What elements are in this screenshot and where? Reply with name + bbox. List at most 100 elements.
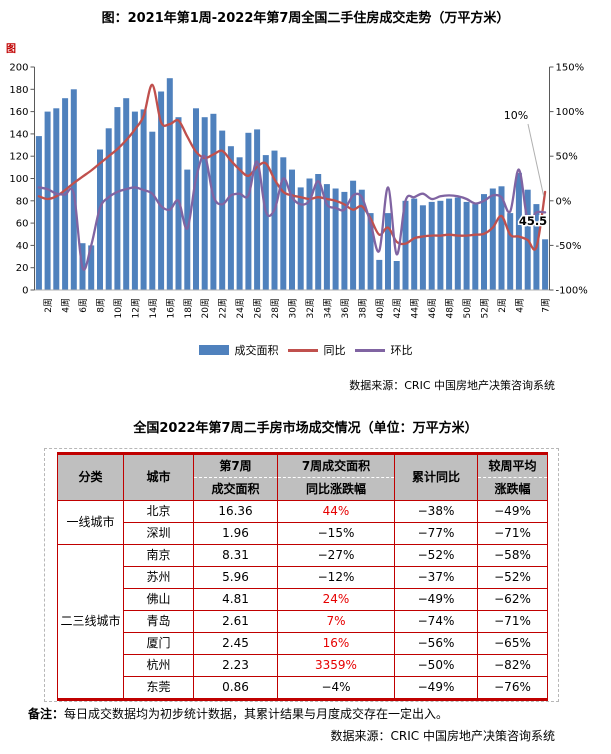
yoy-cell: −4% [277, 676, 395, 700]
svg-text:48周: 48周 [445, 298, 456, 318]
svg-text:20周: 20周 [200, 298, 211, 318]
svg-text:7周: 7周 [541, 298, 552, 313]
table-row: 一线城市 北京 16.36 44% −38% −49% [57, 500, 548, 545]
table-row: 厦门 2.45 16% −56% −65% [58, 632, 548, 655]
wow-avg-cell: −62% [477, 588, 548, 611]
city-cell: 东莞 [123, 676, 194, 700]
wow-avg-cell: −71% [477, 610, 548, 633]
table-title: 全国2022年第7周二手房市场成交情况（单位：万平方米） [133, 421, 478, 436]
svg-text:80: 80 [16, 196, 29, 207]
wow-avg-cell: −82% [477, 654, 548, 677]
yoy-cell: 3359% [277, 654, 395, 677]
svg-text:38周: 38周 [357, 298, 368, 318]
wow-line-swatch [354, 348, 385, 352]
cumulative-cell: −49% [394, 676, 478, 700]
svg-text:-50%: -50% [556, 241, 582, 252]
svg-text:44周: 44周 [410, 298, 421, 318]
col-header-week-area: 第7周 成交面积 [193, 453, 278, 501]
city-cell: 深圳 [123, 522, 194, 545]
svg-text:140: 140 [9, 129, 28, 140]
axes: 0 20 40 60 80 100 120 140 160 180 200 -100% -50% 0% 50… [9, 63, 587, 297]
chart-legend: 成交面积 同比 环比 [0, 342, 611, 358]
table-body: 一线城市 北京 16.36 44% −38% −49% 深圳 1.96 −15% −77% −71%… [57, 500, 548, 700]
svg-text:120: 120 [9, 152, 28, 163]
city-cell: 北京 [123, 500, 194, 523]
svg-text:30周: 30周 [288, 298, 299, 318]
yoy-line-swatch [287, 348, 318, 352]
area-cell: 2.61 [193, 610, 278, 633]
annotation-last-bar: 45.5 [519, 214, 547, 228]
svg-text:16周: 16周 [165, 298, 176, 318]
cumulative-cell: −49% [394, 588, 478, 611]
col-header-city: 城市 [123, 453, 194, 501]
yoy-cell: −27% [277, 544, 395, 567]
svg-text:0: 0 [22, 286, 28, 297]
wow-avg-cell: −58% [477, 544, 548, 567]
category-cell: 二三线城市 [57, 544, 124, 700]
wow-avg-cell: −52% [477, 566, 548, 589]
wow-avg-cell: −65% [477, 632, 548, 655]
area-cell: 2.23 [193, 654, 278, 677]
city-cell: 杭州 [123, 654, 194, 677]
annotations: 10% 45.5 [504, 109, 549, 230]
area-cell: 5.96 [193, 566, 278, 589]
yoy-cell: 24% [277, 588, 395, 611]
table-row: 青岛 2.61 7% −74% −71% [58, 610, 548, 633]
svg-text:42周: 42周 [392, 298, 403, 318]
table-source-note: 数据来源：CRIC 中国房地产决策咨询系统 [330, 729, 555, 743]
chart-source-note: 数据来源：CRIC 中国房地产决策咨询系统 [349, 379, 555, 392]
svg-text:52周: 52周 [480, 298, 491, 318]
city-cell: 苏州 [123, 566, 194, 589]
col-header-wow-avg: 较周平均 涨跌幅 [477, 453, 548, 501]
svg-text:22周: 22周 [218, 298, 229, 318]
svg-text:18周: 18周 [183, 298, 194, 318]
market-table: 分类 城市 第7周 成交面积 7周成交面积 同比涨跌幅 累计同比 较周平均 涨跌… [57, 452, 548, 701]
table-header: 分类 城市 第7周 成交面积 7周成交面积 同比涨跌幅 累计同比 较周平均 涨跌… [57, 453, 548, 501]
footer-note-text: 每日成交数据均为初步统计数据，其累计结果与月度成交存在一定出入。 [64, 707, 449, 721]
table-row: 杭州 2.23 3359% −50% −82% [58, 654, 548, 677]
annotation-yoy-last: 10% [504, 109, 528, 122]
svg-text:26周: 26周 [253, 298, 264, 318]
wow-avg-cell: −49% [477, 500, 548, 523]
footer-note-label: 备注： [28, 707, 65, 721]
svg-text:32周: 32周 [305, 298, 316, 318]
table-dashed-frame [44, 448, 559, 702]
svg-text:150%: 150% [556, 63, 585, 74]
svg-text:40: 40 [16, 241, 29, 252]
svg-text:34周: 34周 [322, 298, 333, 318]
svg-text:24周: 24周 [235, 298, 246, 318]
svg-text:36周: 36周 [340, 298, 351, 318]
cumulative-cell: −52% [394, 544, 478, 567]
wow-line [37, 154, 547, 271]
category-cell: 一线城市 [57, 500, 124, 545]
table-row: 苏州 5.96 −12% −37% −52% [58, 566, 548, 589]
legend-item-wow: 环比 [354, 342, 413, 358]
svg-text:50%: 50% [556, 152, 578, 163]
chart-title: 图：2021年第1周-2022年第7周全国二手住房成交走势（万平方米） [101, 11, 510, 26]
svg-text:4周: 4周 [61, 298, 72, 313]
svg-text:100: 100 [9, 174, 28, 185]
svg-text:40周: 40周 [375, 298, 386, 318]
svg-text:-100%: -100% [556, 286, 588, 297]
table-row: 二三线城市 南京 8.31 −27% −52% −58% [57, 544, 548, 700]
cumulative-cell: −50% [394, 654, 478, 677]
svg-text:6周: 6周 [78, 298, 89, 313]
table-row: 东莞 0.86 −4% −49% −76% [58, 676, 548, 700]
city-cell: 佛山 [123, 588, 194, 611]
yoy-cell: 7% [277, 610, 395, 633]
svg-text:200: 200 [9, 63, 28, 74]
svg-text:28周: 28周 [270, 298, 281, 318]
area-cell: 16.36 [193, 500, 278, 523]
svg-text:8周: 8周 [96, 298, 107, 313]
area-cell: 0.86 [193, 676, 278, 700]
svg-text:10周: 10周 [113, 298, 124, 318]
svg-text:50周: 50周 [462, 298, 473, 318]
area-cell: 2.45 [193, 632, 278, 655]
legend-item-area: 成交面积 [198, 342, 279, 358]
footer-note: 备注：每日成交数据均为初步统计数据，其累计结果与月度成交存在一定出入。 [28, 705, 588, 722]
cumulative-cell: −56% [394, 632, 478, 655]
table-row: 佛山 4.81 24% −49% −62% [58, 588, 548, 611]
yoy-cell: 16% [277, 632, 395, 655]
svg-text:2周: 2周 [497, 298, 508, 313]
